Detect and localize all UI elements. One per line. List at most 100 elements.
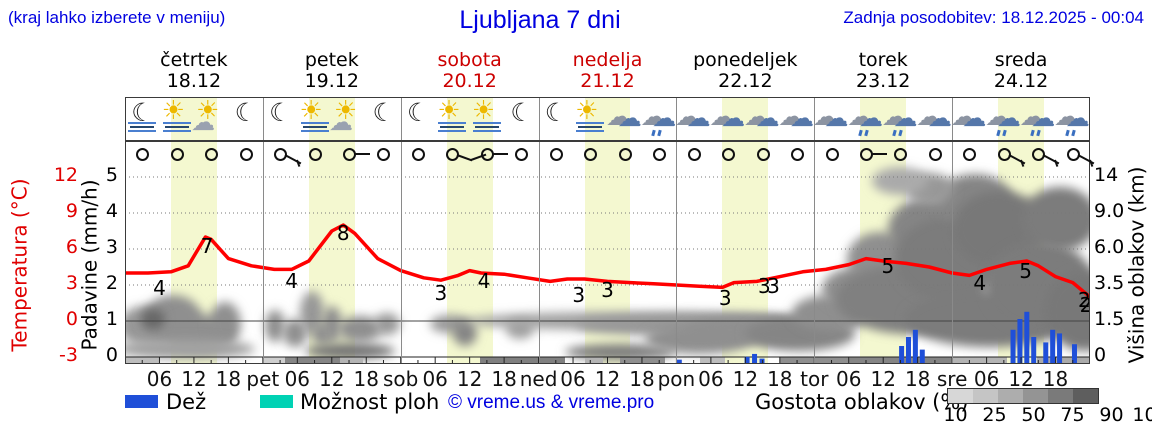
- moon-icon: ☾: [510, 98, 533, 127]
- cloud-icon: ☁: [790, 104, 815, 132]
- cloud-icon: ☁: [915, 102, 942, 132]
- weather-icon-moon: ☾: [229, 98, 263, 144]
- cloud-height-tick: 6.0: [1094, 236, 1125, 258]
- fog-lines-icon: [128, 122, 157, 124]
- moon-icon: ☾: [269, 98, 292, 127]
- precip-tick: 2: [105, 272, 118, 294]
- temp-value-label: 5: [1019, 259, 1032, 283]
- cloud-density-gradient: [947, 388, 1099, 404]
- time-label: 06: [560, 367, 586, 391]
- ground-cloud-segment: [263, 357, 285, 364]
- time-label: 18: [491, 367, 517, 391]
- temperature-line: [125, 223, 1090, 299]
- credit-link[interactable]: © vreme.us & vreme.pro: [448, 392, 655, 413]
- precip-tick: 4: [105, 200, 118, 222]
- cloud-density-blob: [265, 310, 285, 342]
- temp-value-label: 4: [153, 276, 166, 300]
- time-label: 06: [284, 367, 311, 391]
- time-label: tor: [800, 367, 829, 391]
- time-label: 12: [456, 367, 483, 391]
- weather-icon-moon: ☾: [401, 98, 435, 144]
- day-label: ponedeljek 22.12: [676, 50, 814, 92]
- precip-bar: [905, 337, 911, 364]
- time-label: sob: [383, 367, 419, 391]
- cloud-height-tick: 1.5: [1094, 308, 1125, 330]
- weather-icon-cloud: ☁ ☁: [674, 100, 711, 144]
- cloud-density-blob: [1022, 187, 1090, 251]
- rain-label: Dež: [166, 390, 207, 414]
- cloud-density-blob: [141, 309, 165, 329]
- weather-icon-cloud: ☁ ☁: [950, 100, 987, 144]
- drizzle-icon: [657, 129, 662, 137]
- density-tick: 25: [982, 404, 1007, 426]
- cloud-height-tick: 9.0: [1094, 200, 1125, 222]
- density-cell: [998, 389, 1023, 403]
- showers-swatch: [260, 395, 293, 408]
- showers-label: Možnost ploh: [300, 390, 440, 414]
- density-cell: [1023, 389, 1048, 403]
- day-name: četrtek: [160, 49, 228, 71]
- cloud-icon: ☁: [1053, 102, 1080, 132]
- ground-cloud-segment: [340, 357, 363, 364]
- day-date: 23.12: [856, 70, 911, 92]
- time-label: 12: [732, 367, 759, 391]
- precip-bar: [744, 356, 750, 364]
- day-label: četrtek 18.12: [125, 50, 263, 92]
- precip-tick: 1: [105, 308, 118, 330]
- cloud-icon: ☁: [824, 104, 849, 132]
- ground-cloud-segment: [953, 357, 1007, 364]
- day-name: sreda: [994, 49, 1048, 71]
- density-cell: [973, 389, 998, 403]
- weather-icon-cloud-drizzle: ☁ ☁: [640, 100, 676, 144]
- cloud-density-ticks: 10 25 50 75 90 100: [936, 404, 1152, 426]
- ground-cloud-segment: [480, 357, 565, 364]
- precip-bar: [919, 349, 925, 364]
- time-label: pon: [657, 367, 696, 391]
- density-tick: 100: [1132, 404, 1152, 426]
- cloud-icon: ☁: [962, 104, 987, 132]
- day-label: nedelja 21.12: [539, 50, 677, 92]
- precip-bar: [752, 353, 758, 364]
- temp-value-label: 4: [478, 269, 491, 293]
- ground-cloud-segment: [285, 357, 340, 364]
- cloud-icon: ☁: [686, 104, 711, 132]
- temp-value-label: 4: [285, 269, 298, 293]
- precip-bar: [1024, 311, 1030, 364]
- weather-icon-cloud: ☁ ☁: [915, 100, 952, 144]
- temp-value-label: 3: [572, 283, 585, 307]
- cloud-icon: ☁: [778, 102, 805, 132]
- temp-tick: 9: [65, 200, 78, 222]
- time-label: 06: [698, 367, 724, 391]
- moon-icon: ☾: [234, 98, 258, 127]
- precip-bar: [899, 346, 905, 364]
- precip-bar: [1057, 333, 1063, 364]
- time-label: 18: [215, 367, 242, 391]
- last-update: Zadnja posodobitev: 18.12.2025 - 00:04: [843, 8, 1144, 27]
- time-label: 12: [1008, 367, 1034, 391]
- temp-tick: -3: [59, 344, 78, 366]
- weather-icon-cloud-drizzle: ☁ ☁: [1053, 100, 1090, 144]
- day-date: 21.12: [580, 70, 635, 92]
- time-label: ned: [519, 367, 558, 391]
- day-label: sreda 24.12: [952, 50, 1090, 92]
- cloud-height-tick: 14: [1094, 164, 1119, 186]
- day-date: 18.12: [166, 70, 222, 92]
- precip-bar: [912, 329, 918, 364]
- weather-icon-moon: ☾: [263, 98, 297, 144]
- precip-bar: [1043, 342, 1049, 364]
- temp-tick: 3: [65, 272, 78, 294]
- cloud-icon: ☁: [674, 102, 701, 132]
- weather-icon-cloud: ☁ ☁: [778, 100, 815, 144]
- temp-value-label: 3: [719, 286, 732, 310]
- temp-value-label: 4: [973, 271, 986, 295]
- drizzle-icon: [651, 129, 656, 137]
- ground-cloud-segment: [585, 357, 603, 364]
- time-label: pet: [246, 367, 280, 391]
- day-date: 20.12: [442, 70, 497, 92]
- density-tick: 90: [1099, 404, 1124, 426]
- day-label: sobota 20.12: [401, 50, 539, 92]
- day-label: torek 23.12: [814, 50, 952, 92]
- precip-bar: [1031, 337, 1037, 364]
